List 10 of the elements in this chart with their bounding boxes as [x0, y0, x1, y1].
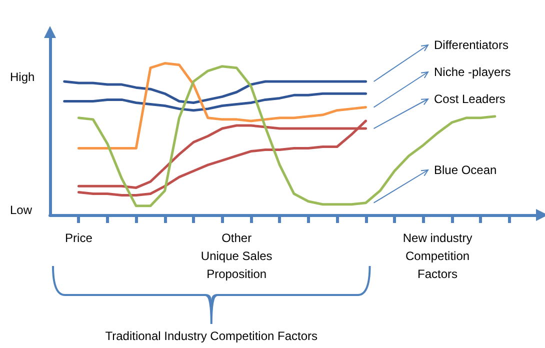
text: Low	[10, 203, 32, 217]
x-tick-label: New industry Competition Factors	[402, 231, 472, 281]
x-tick-label: Other Unique Sales Proposition	[200, 231, 272, 281]
text: Traditional Industry Competition Factors	[105, 329, 318, 343]
series-label: Blue Ocean	[434, 163, 497, 177]
x-tick-label: Price	[65, 231, 93, 245]
text: High	[10, 70, 35, 84]
text: Differentiators	[434, 38, 508, 52]
text: Cost Leaders	[434, 92, 506, 106]
text: Niche -players	[434, 65, 511, 79]
